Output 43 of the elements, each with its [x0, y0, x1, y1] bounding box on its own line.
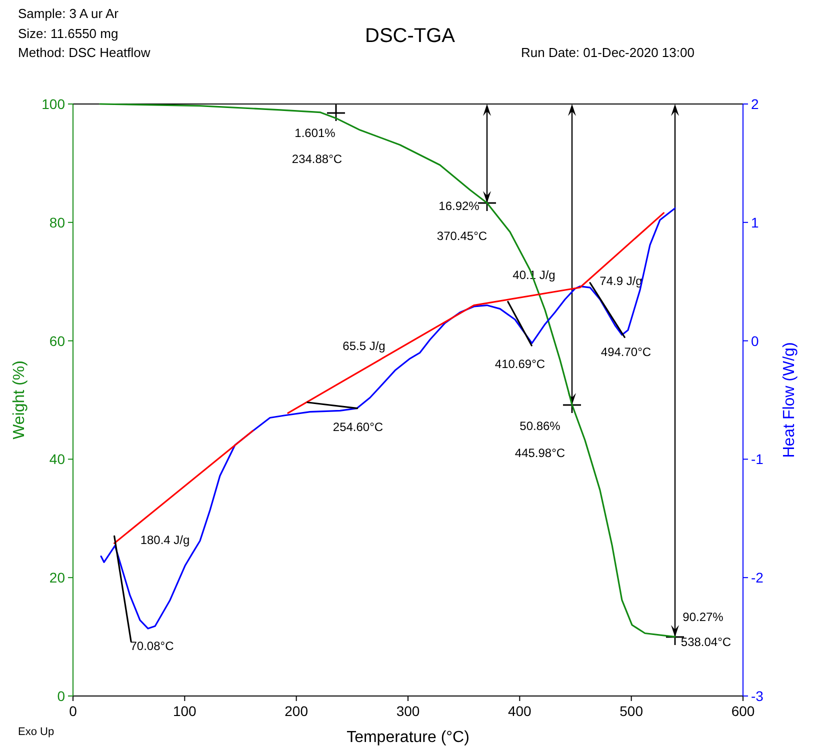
annotation: 445.98°C [514, 446, 566, 460]
text: Size: 11.6550 mg [18, 26, 118, 41]
annotation: 180.4 J/g [140, 533, 190, 547]
annotation: 494.70°C [600, 345, 652, 359]
annotation: 70.08°C [130, 639, 174, 653]
y-axis-title: Weight (%) [11, 360, 28, 440]
y2-tick-label: 1 [751, 214, 759, 230]
x-tick-label: 200 [284, 703, 308, 719]
x-tick-label: 0 [69, 703, 78, 719]
annotation: 65.5 J/g [342, 339, 386, 353]
x-tick-label: 600 [731, 703, 755, 719]
y-tick-label: 40 [49, 451, 66, 468]
y-tick-label: 100 [42, 96, 66, 112]
annotation: 1.601% [294, 126, 336, 140]
y2-tick-label: 2 [751, 96, 759, 112]
text: Run Date: 01-Dec-2020 13:00 [521, 45, 694, 60]
x-axis-title: Temperature (°C) [346, 729, 470, 746]
x-tick-label: 400 [508, 703, 532, 719]
y2-tick-label: -2 [751, 570, 764, 586]
y-tick-label: 60 [49, 332, 66, 349]
line-series [287, 212, 665, 414]
annotation: 538.04°C [680, 635, 732, 649]
y2-axis-title: Heat Flow (W/g) [781, 342, 798, 458]
annotation: 410.69°C [494, 357, 546, 371]
text: Sample: 3 A ur Ar [18, 6, 120, 21]
text: Method: DSC Heatflow [18, 45, 151, 60]
annotation: 50.86% [520, 419, 561, 433]
y-tick-label: 0 [57, 688, 66, 704]
annotation: 254.60°C [332, 420, 384, 434]
x-tick-label: 100 [172, 703, 197, 719]
y-tick-label: 20 [49, 570, 66, 586]
y2-tick-label: -3 [751, 688, 764, 704]
annotation: 90.27% [682, 610, 724, 624]
text: Exo Up [18, 726, 54, 738]
y-tick-label: 80 [49, 214, 66, 230]
annotation: 16.92% [438, 199, 480, 213]
x-tick-label: 500 [620, 703, 644, 719]
annotation: 370.45°C [436, 229, 488, 243]
y2-tick-label: -1 [751, 451, 764, 468]
chart-title: DSC-TGA [365, 25, 456, 47]
annotation: 234.88°C [292, 152, 342, 166]
x-tick-label: 300 [396, 703, 420, 719]
y2-tick-label: 0 [751, 332, 759, 349]
